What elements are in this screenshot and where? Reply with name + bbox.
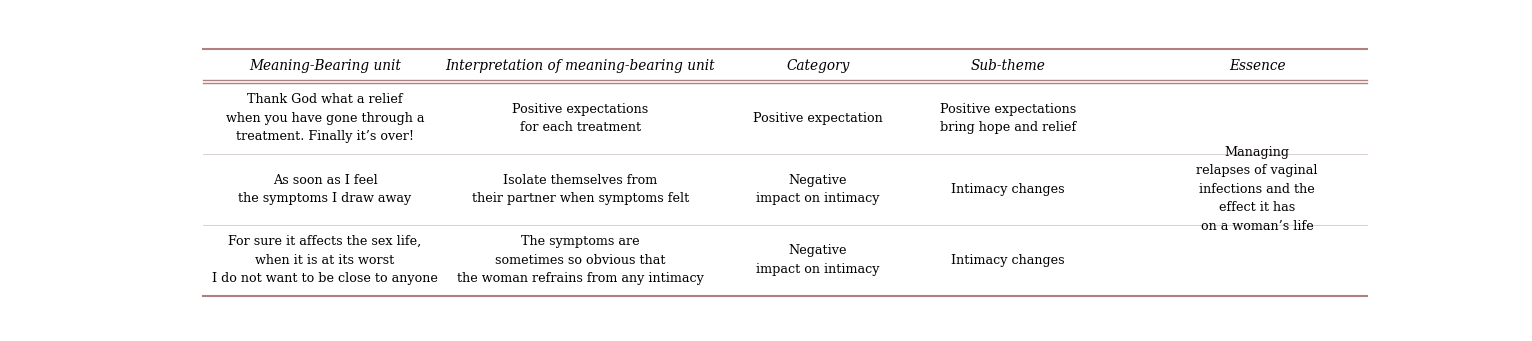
Text: Interpretation of meaning-bearing unit: Interpretation of meaning-bearing unit (446, 59, 715, 73)
Text: Negative
impact on intimacy: Negative impact on intimacy (757, 244, 879, 276)
Text: As soon as I feel
the symptoms I draw away: As soon as I feel the symptoms I draw aw… (239, 174, 412, 205)
Text: Negative
impact on intimacy: Negative impact on intimacy (757, 174, 879, 205)
Text: Managing
relapses of vaginal
infections and the
effect it has
on a woman’s life: Managing relapses of vaginal infections … (1196, 146, 1318, 233)
Text: Intimacy changes: Intimacy changes (951, 183, 1065, 196)
Text: The symptoms are
sometimes so obvious that
the woman refrains from any intimacy: The symptoms are sometimes so obvious th… (457, 235, 703, 285)
Text: Positive expectations
for each treatment: Positive expectations for each treatment (512, 103, 648, 134)
Text: Meaning-Bearing unit: Meaning-Bearing unit (250, 59, 401, 73)
Text: Thank God what a relief
when you have gone through a
treatment. Finally it’s ove: Thank God what a relief when you have go… (225, 93, 424, 143)
Text: Sub-theme: Sub-theme (970, 59, 1045, 73)
Text: Category: Category (786, 59, 849, 73)
Text: For sure it affects the sex life,
when it is at its worst
I do not want to be cl: For sure it affects the sex life, when i… (211, 235, 438, 285)
Text: Essence: Essence (1229, 59, 1285, 73)
Text: Positive expectations
bring hope and relief: Positive expectations bring hope and rel… (939, 103, 1075, 134)
Text: Positive expectation: Positive expectation (752, 112, 882, 125)
Text: Isolate themselves from
their partner when symptoms felt: Isolate themselves from their partner wh… (472, 174, 689, 205)
Text: Intimacy changes: Intimacy changes (951, 254, 1065, 267)
